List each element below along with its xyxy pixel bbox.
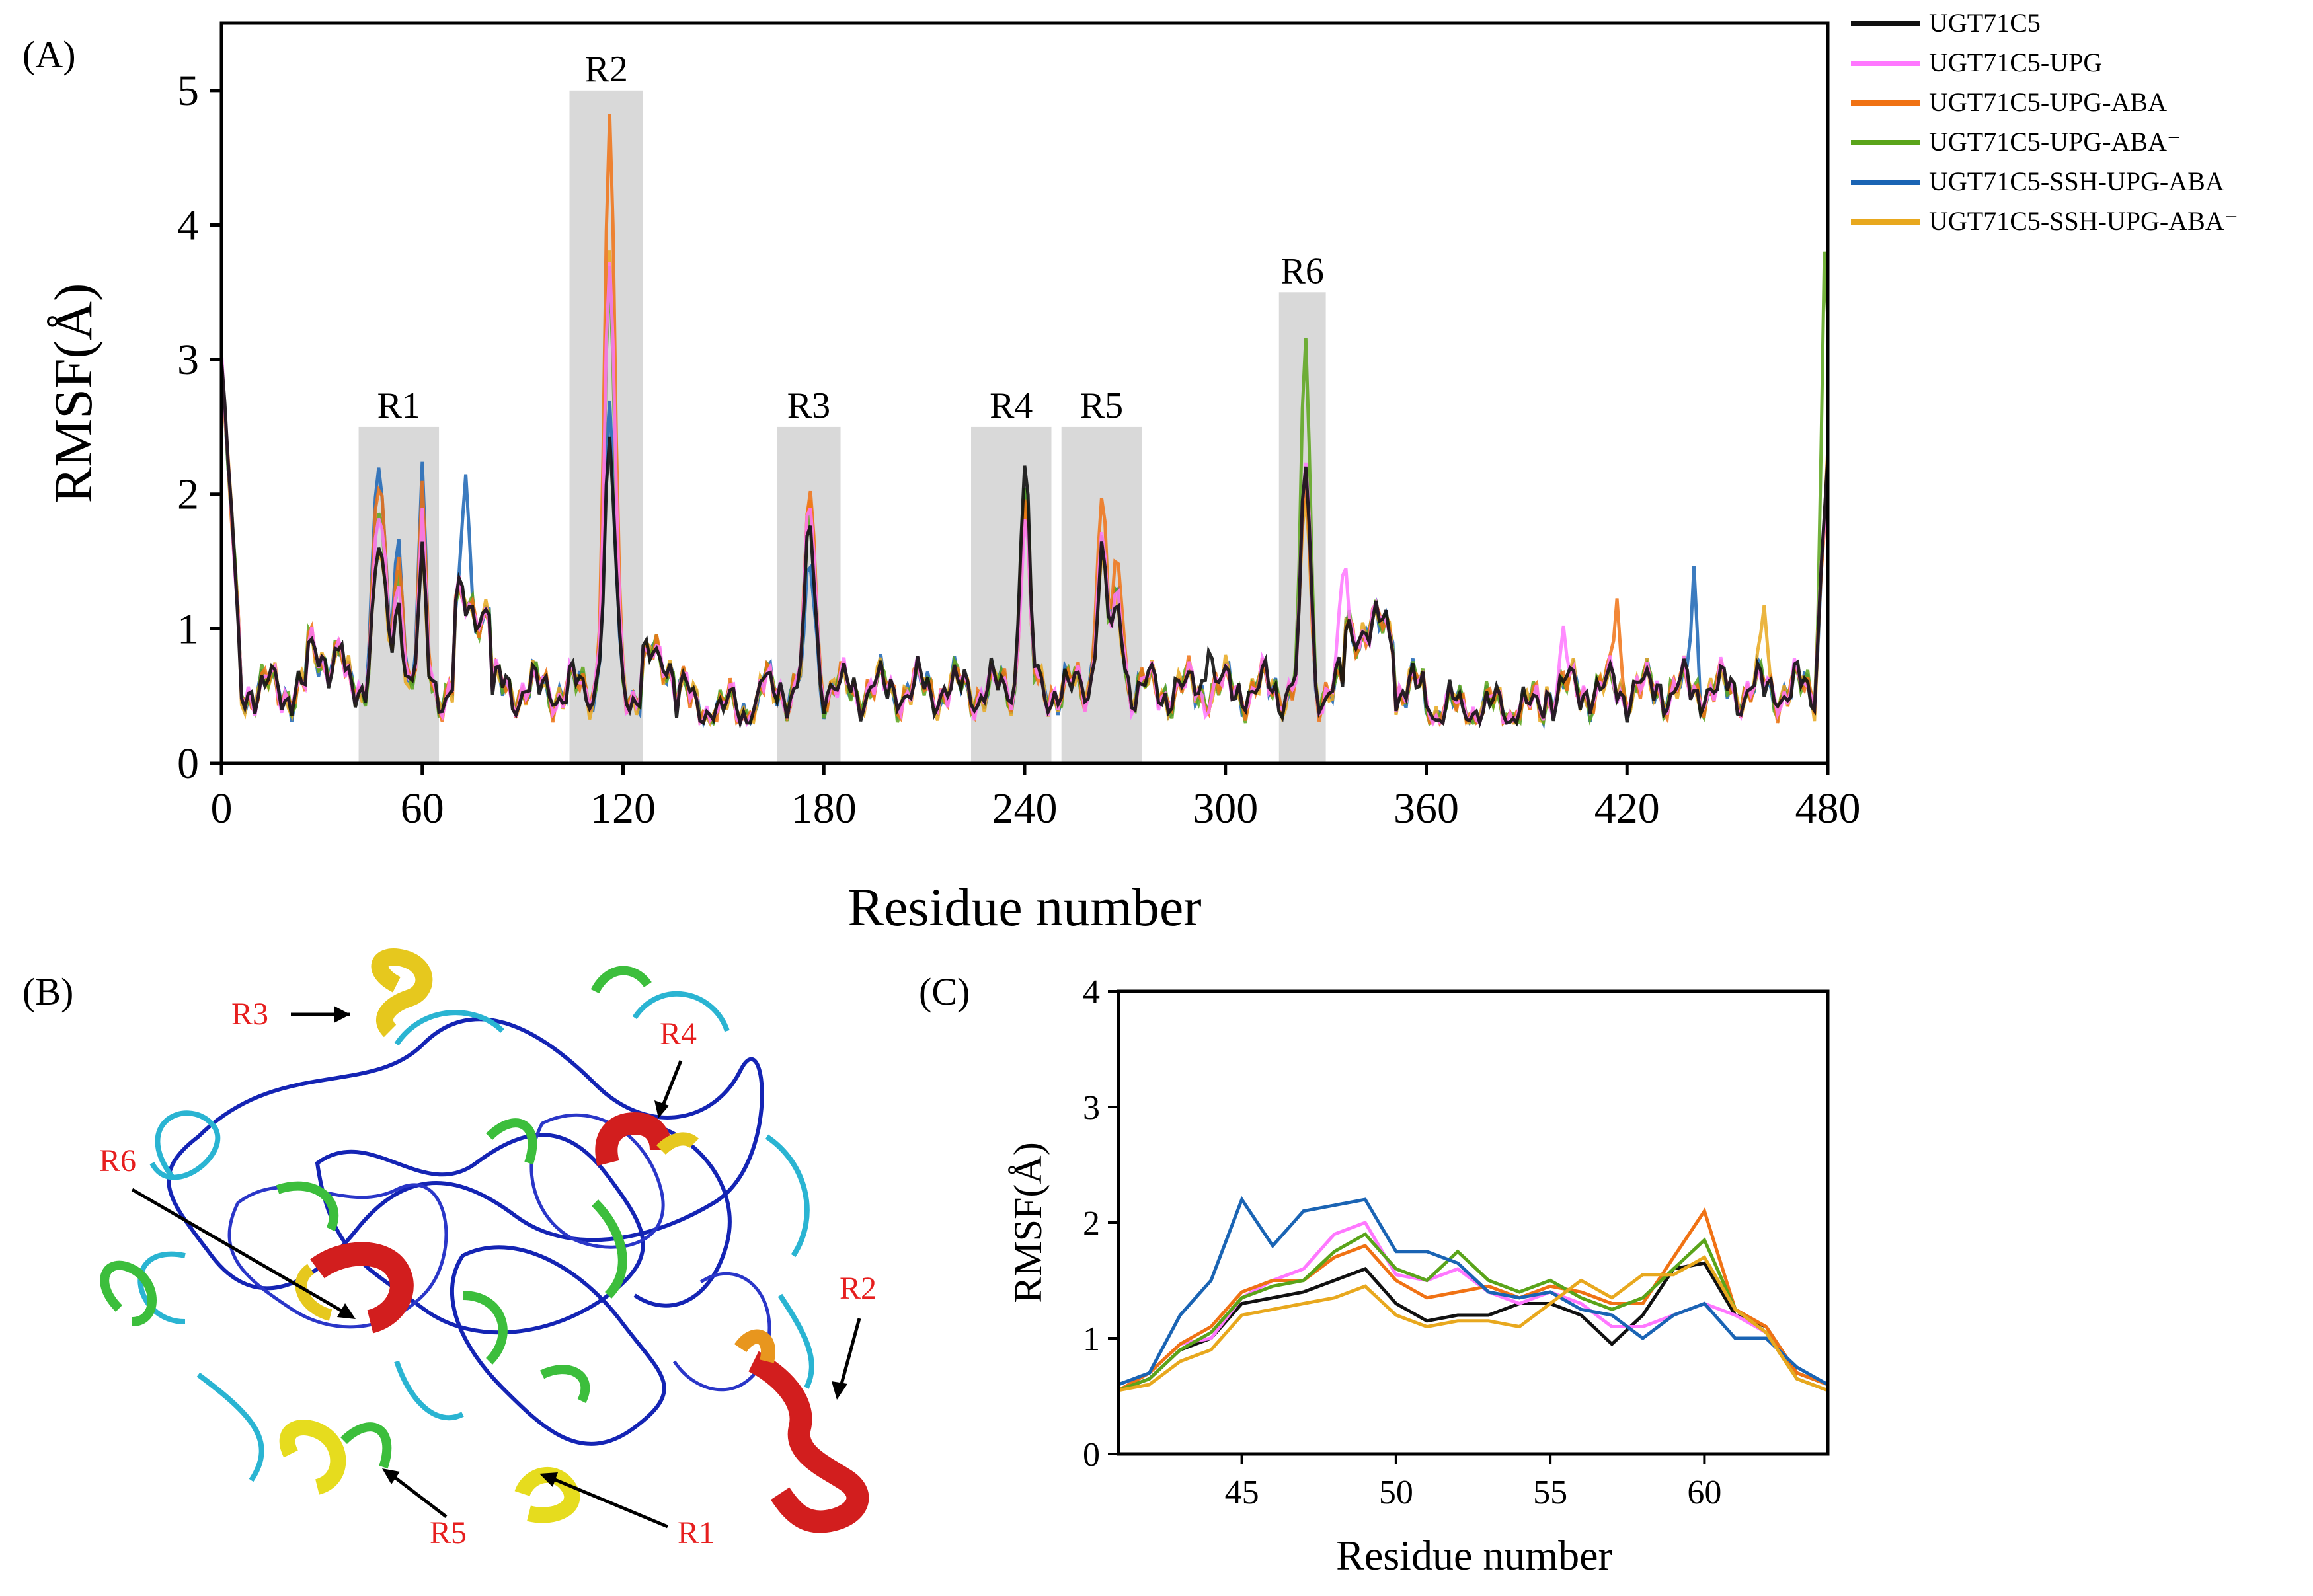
panel-c-series-line-4 [1118, 1232, 1828, 1392]
panel-a-x-axis-label: Residue number [847, 877, 1201, 937]
label-r6: R6 [99, 1143, 136, 1178]
panel-c-series-line-1 [1118, 1261, 1828, 1392]
region-label-r6: R6 [1281, 250, 1324, 291]
panel-c-series-line-5 [1118, 1196, 1829, 1387]
x-tick-label: 120 [590, 784, 656, 833]
y-tick-label: 1 [177, 605, 199, 653]
panel-c-y-tick-label: 4 [1083, 973, 1100, 1011]
y-tick-label: 4 [177, 201, 199, 249]
panel-c-y-tick-label: 0 [1083, 1436, 1100, 1474]
arrow-r2 [838, 1318, 861, 1392]
panel-c-y-tick-label: 2 [1083, 1205, 1100, 1242]
y-tick-label: 2 [177, 471, 199, 519]
label-r1: R1 [678, 1515, 715, 1550]
label-r3: R3 [231, 997, 268, 1032]
legend-entry: UGT71C5-UPG-ABA [1929, 87, 2167, 117]
region-loop-r4 [595, 1112, 672, 1166]
region-box-r5 [1061, 426, 1142, 763]
panel-c-y-tick-label: 1 [1083, 1320, 1100, 1358]
region-label-r2: R2 [585, 49, 628, 90]
x-tick-label: 240 [992, 784, 1058, 833]
panel-c-axes: 45 50 55 60 0 1 2 3 4 [1083, 973, 1721, 1511]
arrow-r5 [389, 1472, 448, 1518]
protein-structure-image: R3 R4 R6 R2 R5 R1 [99, 948, 877, 1550]
panel-c-x-tick-label: 60 [1687, 1474, 1721, 1511]
panel-c-x-tick-label: 50 [1379, 1474, 1413, 1511]
panel-c-plot-frame [1117, 989, 1830, 1456]
panel-c-series-line-6 [1118, 1255, 1828, 1392]
x-tick-label: 180 [791, 784, 857, 833]
label-r5: R5 [430, 1515, 467, 1550]
region-loop-r3 [371, 948, 433, 1038]
region-loop-r6-tail [295, 1264, 333, 1321]
arrowhead-r3 [334, 1006, 350, 1023]
arrow-r1 [548, 1475, 668, 1529]
x-tick-label: 360 [1393, 784, 1459, 833]
panel-c-x-tick-label: 45 [1225, 1474, 1259, 1511]
y-tick-label: 0 [177, 740, 199, 788]
y-tick-label: 5 [177, 67, 199, 115]
arrowhead-r5 [382, 1468, 400, 1484]
region-loop-r2-tail [734, 1329, 775, 1363]
panel-a-series [219, 114, 1830, 730]
panel-c-y-axis-label: RMSF(Å) [1006, 1142, 1050, 1303]
region-loop-r6 [310, 1242, 414, 1334]
region-label-r5: R5 [1080, 385, 1123, 426]
backbone-outer [137, 991, 814, 1482]
backbone-green [100, 966, 652, 1469]
arrowhead-r6 [337, 1303, 356, 1319]
legend-entry: UGT71C5-SSH-UPG-ABA [1929, 167, 2224, 196]
panel-b-label: (B) [22, 970, 73, 1013]
region-label-r4: R4 [990, 385, 1033, 426]
panel-c-x-tick-label: 55 [1533, 1474, 1567, 1511]
region-loop-r2 [748, 1351, 869, 1533]
panel-c-y-tick-label: 3 [1083, 1089, 1100, 1127]
panel-c-series [1117, 1196, 1829, 1392]
x-tick-label: 0 [211, 784, 233, 833]
x-tick-label: 420 [1594, 784, 1660, 833]
series-line-1 [219, 359, 1830, 730]
legend-entry: UGT71C5 [1929, 8, 2041, 38]
arrowhead-r4 [654, 1100, 669, 1118]
panel-c-label: (C) [919, 970, 970, 1013]
label-r2: R2 [840, 1271, 877, 1306]
region-loop-r4-tail [656, 1132, 699, 1155]
arrow-r4 [659, 1060, 683, 1111]
x-tick-label: 480 [1795, 784, 1861, 833]
panel-a-regions: R1 R2 R3 R4 R5 R6 [358, 49, 1326, 764]
legend-entry: UGT71C5-UPG [1929, 48, 2102, 77]
panel-c-x-axis-label: Residue number [1336, 1532, 1612, 1579]
x-tick-label: 60 [401, 784, 444, 833]
region-label-r3: R3 [787, 385, 830, 426]
legend-entry: UGT71C5-SSH-UPG-ABA⁻ [1929, 206, 2238, 236]
panel-a-label: (A) [22, 33, 76, 76]
region-label-r1: R1 [377, 385, 420, 426]
panel-a-axes: 0 60 120 180 240 300 360 420 480 0 1 2 3 4 5 [177, 67, 1861, 833]
arrowhead-r1 [539, 1472, 558, 1487]
arrowhead-r2 [832, 1381, 847, 1400]
label-r4: R4 [660, 1016, 697, 1051]
region-loop-r5 [279, 1420, 346, 1495]
x-tick-label: 300 [1193, 784, 1258, 833]
legend-entry: UGT71C5-UPG-ABA⁻ [1929, 127, 2181, 157]
panel-c-series-line-3 [1117, 1207, 1828, 1392]
arrow-r6 [131, 1188, 350, 1317]
y-tick-label: 3 [177, 336, 199, 384]
panel-a-legend: UGT71C5 UGT71C5-UPG UGT71C5-UPG-ABA UGT71C5… [1851, 8, 2238, 236]
panel-a-y-axis-label: RMSF(Å) [43, 284, 103, 504]
